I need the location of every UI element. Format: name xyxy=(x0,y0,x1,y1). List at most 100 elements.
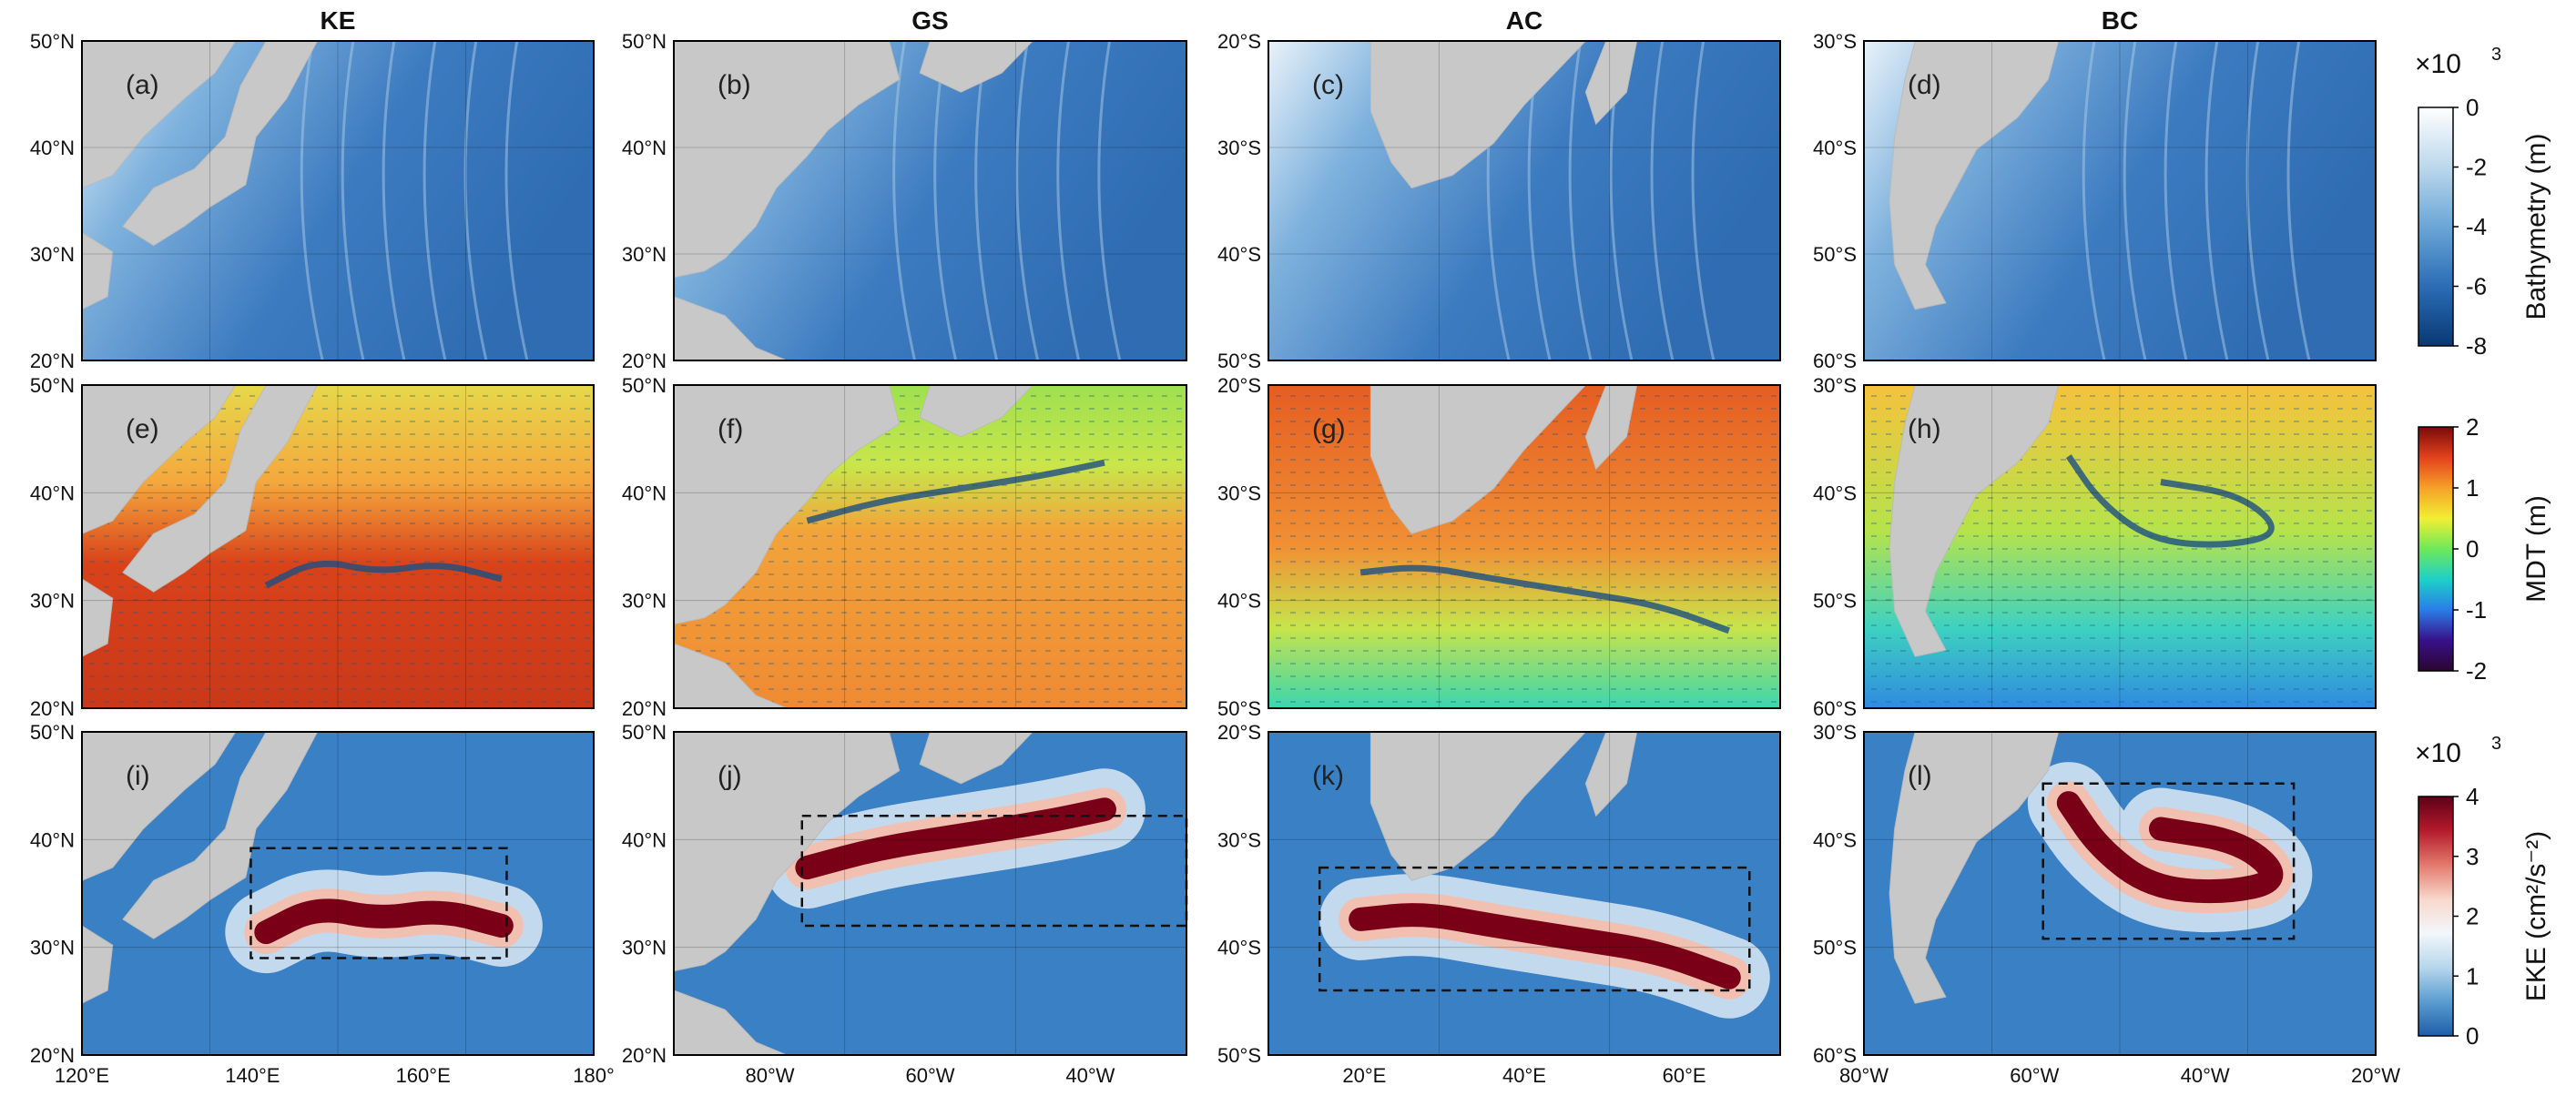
lat-tick-label: 50°N xyxy=(30,374,75,397)
colorbar-tick-label: 3 xyxy=(2466,843,2479,870)
map-panel-3: (d) 30°S 40°S 50°S 60°S xyxy=(1813,30,2377,372)
lon-tick-label: 160°E xyxy=(396,1064,451,1087)
panel-label: (g) xyxy=(1312,414,1346,444)
land-mass xyxy=(674,385,901,625)
analysis-box xyxy=(249,847,508,959)
lat-tick-label: 60°S xyxy=(1813,350,1857,372)
lat-tick-label: 50°S xyxy=(1217,350,1261,372)
panel-frame xyxy=(1863,384,2377,709)
colorbar-tick-label: 2 xyxy=(2466,413,2479,441)
panel-label: (e) xyxy=(126,414,159,444)
lat-tick-label: 60°S xyxy=(1813,697,1857,720)
lat-tick-label: 20°N xyxy=(30,697,75,720)
panel-frame xyxy=(1268,731,1781,1056)
panel-frame xyxy=(1268,384,1781,709)
lat-tick-label: 50°S xyxy=(1813,937,1857,959)
panel-content xyxy=(1864,732,2376,1055)
land-mass xyxy=(1369,385,1587,534)
lat-tick-label: 20°S xyxy=(1217,374,1261,397)
panel-content xyxy=(82,385,594,708)
lon-tick-label: 140°E xyxy=(225,1064,280,1087)
panel-content xyxy=(674,732,1186,1055)
lat-tick-label: 30°S xyxy=(1217,137,1261,159)
panel-content xyxy=(82,41,594,360)
land-mass xyxy=(1889,385,2060,657)
land-mass xyxy=(82,41,237,189)
eke-core xyxy=(254,898,514,945)
map-panel-11: (l) 30°S 40°S 50°S 60°S80°W 60°W 40°W 20°W xyxy=(1813,721,2400,1087)
eke-core xyxy=(1349,903,1741,989)
colorbar-strip xyxy=(2418,426,2454,672)
lon-tick-label: 60°W xyxy=(905,1064,954,1087)
lat-tick-label: 20°S xyxy=(1217,30,1261,53)
column-title: GS xyxy=(911,6,948,35)
colorbar-strip xyxy=(2418,796,2454,1037)
colorbar-tick-label: 0 xyxy=(2466,1022,2479,1050)
current-front xyxy=(264,560,503,589)
lat-tick-label: 50°N xyxy=(622,374,667,397)
column-title: BC xyxy=(2102,6,2138,35)
lat-tick-label: 20°N xyxy=(30,350,75,372)
lat-tick-label: 20°S xyxy=(1217,721,1261,744)
panel-label: (i) xyxy=(126,761,150,791)
panel-label: (d) xyxy=(1908,70,1941,100)
panel-frame xyxy=(673,384,1187,709)
panel-frame xyxy=(673,731,1187,1056)
lat-tick-label: 30°N xyxy=(30,243,75,266)
colorbars: 0 -2 -4 -6 -8 Bathymetry (m) ×10 3 2 1 0 -1 -2 MDT (m… xyxy=(2415,45,2551,1050)
map-panel-4: (e) 50°N 40°N 30°N 20°N xyxy=(30,374,595,720)
map-panel-6: (g) 20°S 30°S 40°S 50°S xyxy=(1217,374,1781,720)
colorbar-tick-label: -4 xyxy=(2466,213,2487,240)
colorbar-multiplier-exp: 3 xyxy=(2491,45,2501,65)
panel-content xyxy=(1864,385,2376,708)
ridge-line xyxy=(2082,41,2106,360)
lon-tick-label: 60°E xyxy=(1663,1064,1706,1087)
lon-tick-label: 80°W xyxy=(1839,1064,1889,1087)
lat-tick-label: 40°N xyxy=(30,482,75,504)
ridge-line xyxy=(2164,41,2188,360)
lat-tick-label: 50°N xyxy=(622,721,667,744)
ridge-line xyxy=(1691,41,1716,360)
panel-content xyxy=(1268,41,1780,360)
lat-tick-label: 50°S xyxy=(1217,1044,1261,1067)
colorbar-tick-label: -6 xyxy=(2466,273,2487,300)
lat-tick-label: 40°N xyxy=(622,482,667,504)
lat-tick-label: 20°N xyxy=(30,1044,75,1067)
colorbar-tick-label: 4 xyxy=(2466,783,2479,810)
ridge-line xyxy=(1015,41,1040,360)
lat-tick-label: 20°N xyxy=(622,697,667,720)
map-panel-7: (h) 30°S 40°S 50°S 60°S xyxy=(1813,374,2377,720)
lat-tick-label: 50°N xyxy=(622,30,667,53)
land-mass xyxy=(1889,41,2060,310)
colorbar-strip xyxy=(2418,107,2454,347)
lat-tick-label: 40°S xyxy=(1813,482,1857,504)
land-mass xyxy=(674,296,788,360)
lat-tick-label: 50°S xyxy=(1217,697,1261,720)
land-mass xyxy=(674,643,788,708)
lat-tick-label: 40°S xyxy=(1217,243,1261,266)
lat-tick-label: 50°S xyxy=(1813,243,1857,266)
lon-tick-label: 180° xyxy=(573,1064,615,1087)
colorbar-multiplier-exp: 3 xyxy=(2491,734,2501,754)
lat-tick-label: 20°N xyxy=(622,1044,667,1067)
land-mass xyxy=(82,385,237,534)
ridge-line xyxy=(2123,41,2147,360)
panel-frame xyxy=(81,731,595,1056)
panel-frame xyxy=(1268,40,1781,361)
colorbar-tick-label: 1 xyxy=(2466,962,2479,989)
map-panel-2: (c) 20°S 30°S 40°S 50°S xyxy=(1217,30,1781,372)
lat-tick-label: 40°S xyxy=(1813,828,1857,851)
panel-frame xyxy=(81,384,595,709)
current-front xyxy=(806,459,1105,524)
ridge-line xyxy=(300,41,324,360)
land-mass xyxy=(674,732,901,972)
colorbar-0: 0 -2 -4 -6 -8 Bathymetry (m) ×10 3 xyxy=(2415,45,2551,360)
column-title: AC xyxy=(1506,6,1543,35)
map-panel-9: (j) 50°N 40°N 30°N 20°N 80°W 60°W 40°W xyxy=(622,721,1188,1087)
land-mass xyxy=(1889,732,2060,1004)
ridge-line xyxy=(1097,41,1122,360)
land-mass xyxy=(674,989,788,1055)
